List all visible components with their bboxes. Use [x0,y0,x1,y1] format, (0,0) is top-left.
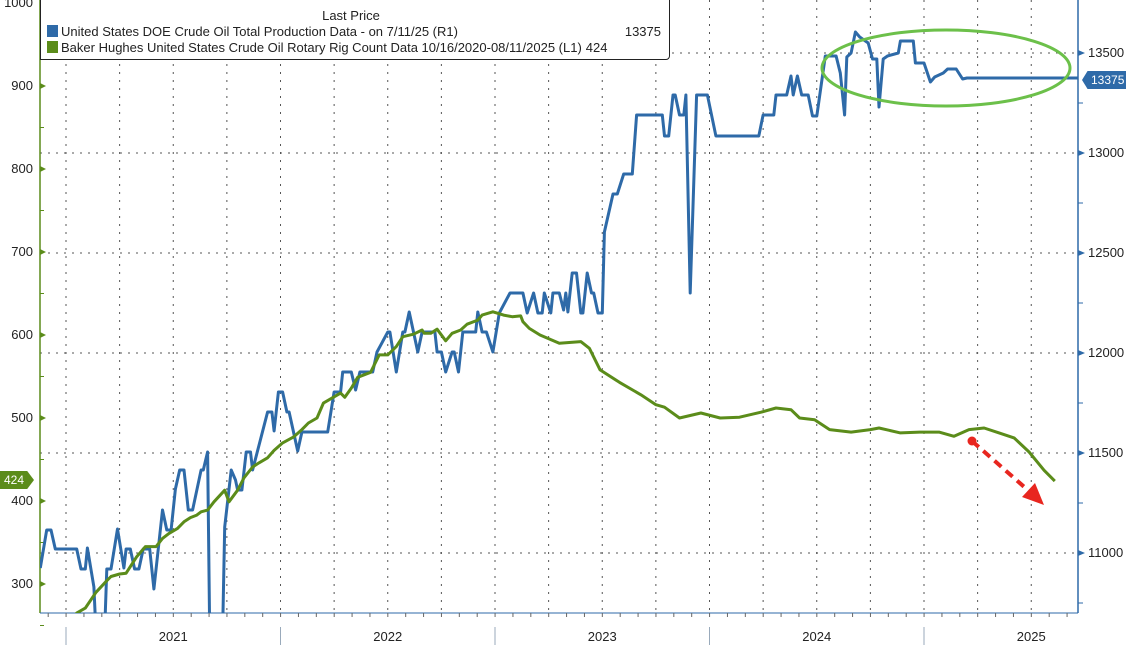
left-tick [40,166,46,172]
right-axis-label: 11500 [1088,445,1124,460]
x-axis-label: 2024 [802,629,832,644]
left-axis-label: 300 [11,576,33,591]
right-axis-label: 13500 [1088,45,1125,60]
right-tick [1078,550,1085,556]
x-axis-label: 2021 [158,629,188,644]
right-axis-label: 12000 [1088,345,1125,360]
left-axis-label: 1000 [4,0,33,10]
series-line-rig-count [74,310,1056,613]
left-tick [40,498,46,504]
left-axis-label: 800 [11,161,33,176]
axes [39,0,1085,645]
legend-label: Baker Hughes United States Crude Oil Rot… [61,40,582,55]
legend-item-production: United States DOE Crude Oil Total Produc… [47,24,661,40]
right-axis-label: 11000 [1088,545,1124,560]
legend-label: United States DOE Crude Oil Total Produc… [61,24,458,39]
legend-value: 13375 [624,24,661,39]
right-tick [1078,50,1085,56]
legend-swatch [47,41,58,53]
left-tick [40,83,46,89]
left-axis-label: 600 [11,327,33,342]
series-line-production [40,30,1078,613]
legend: Last Price United States DOE Crude Oil T… [40,0,670,60]
right-tick [1078,150,1085,156]
gridlines [40,0,1078,613]
left-tick [40,415,46,421]
right-axis-label: 13000 [1088,145,1125,160]
right-tick [1078,350,1085,356]
left-tick [40,249,46,255]
legend-value: 424 [585,40,608,55]
x-axis-label: 2023 [587,629,617,644]
right-axis-label: 12500 [1088,245,1125,260]
right-tick [1078,250,1085,256]
legend-swatch [47,25,58,37]
legend-header: Last Price [322,8,380,23]
highlight-ellipse [820,28,1072,108]
left-tick [40,581,46,587]
left-tick [40,332,46,338]
left-axis-label: 400 [11,493,33,508]
left-axis-label: 700 [11,244,33,259]
x-axis-label: 2022 [373,629,403,644]
trend-arrow [967,436,1044,505]
right-tick [1078,450,1085,456]
left-axis-label: 900 [11,78,33,93]
x-axis-label: 2025 [1016,629,1046,644]
last-value-tag-right: 13375 [1082,71,1126,89]
left-axis-label: 500 [11,410,33,425]
legend-item-rig-count: Baker Hughes United States Crude Oil Rot… [47,40,661,56]
last-value-tag-left: 424 [0,471,34,489]
